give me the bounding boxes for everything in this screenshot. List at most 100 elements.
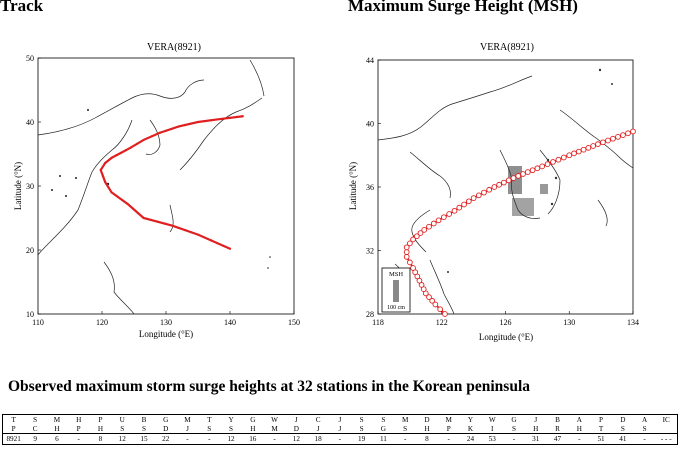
track-track-point [241, 115, 244, 118]
station-code-bottom: S [503, 424, 525, 434]
msh-x-tick-label: 130 [563, 318, 575, 327]
station-code-bottom: S [111, 424, 134, 434]
track-track-point [196, 233, 200, 236]
values-row: 8921 9 6-8 12 15 22- -12 16-12 18-19 11-8-24 53-31… [3, 434, 678, 445]
surge-value: 16 [249, 435, 257, 443]
msh-track-point [571, 150, 577, 157]
surge-value: 22 [162, 435, 170, 443]
msh-track-point [456, 204, 463, 211]
msh-y-tick-label: 40 [366, 120, 374, 129]
track-track-point [196, 120, 200, 124]
station-code-top: U [119, 415, 125, 424]
msh-track-point [442, 311, 448, 317]
track-track-point [136, 142, 139, 145]
track-y-label: Latitude (°N) [13, 162, 23, 210]
station-code-bottom: I [481, 424, 504, 434]
msh-track-point [539, 163, 546, 170]
station-code-bottom: S [633, 424, 656, 434]
station-code-top: P [98, 415, 103, 424]
surge-value: - [208, 435, 211, 443]
msh-track-point [544, 161, 551, 167]
track-track-point [222, 117, 225, 120]
msh-coastline [377, 75, 634, 315]
msh-track-point [403, 254, 410, 260]
station-code-top: J [294, 415, 298, 424]
track-track-point [171, 127, 174, 130]
station-code-bottom: G [372, 424, 395, 434]
track-track-point [131, 207, 135, 210]
station-code-top: A [641, 415, 648, 424]
station-code-bottom: S [394, 424, 417, 434]
msh-track-point [620, 132, 626, 138]
msh-track-point [407, 259, 413, 266]
station-code-top: S [359, 415, 364, 424]
msh-coastal-detail [447, 68, 613, 273]
msh-track-point [429, 297, 436, 304]
msh-track-point [505, 177, 512, 184]
msh-track-point [566, 152, 573, 159]
track-y-tick-label: 30 [26, 182, 34, 191]
track-track-point [110, 156, 113, 159]
station-code-top: W [488, 415, 496, 424]
msh-y-ticks: 28 32 36 40 44 [366, 56, 381, 319]
msh-track-point [435, 217, 442, 224]
header-row-1: T S M H P U B G M T Y G W J C J S S M D M Y W G J B A P D A IC [3, 415, 678, 425]
track-track-point [121, 198, 124, 202]
track-track-point [149, 218, 152, 222]
track-track-point [164, 222, 167, 225]
msh-track-point [610, 135, 616, 142]
msh-track-point [481, 189, 487, 196]
msh-track-point [560, 154, 567, 161]
track-map: VERA(8921) 110 120 130 140 150 10 20 30 40 50 Lo… [13, 42, 300, 339]
track-y-tick-label: 10 [26, 310, 34, 319]
track-x-tick-label: 130 [160, 318, 172, 327]
msh-x-tick-label: 126 [500, 318, 512, 327]
track-track-point [142, 138, 145, 142]
station-code-top: B [141, 415, 147, 424]
surge-value: 51 [597, 435, 605, 443]
station-code-bottom: D [154, 424, 177, 434]
track-track-point [104, 181, 107, 184]
track-x-ticks: 110 120 130 140 150 [32, 311, 300, 327]
track-track-point [164, 129, 168, 132]
surge-value: - [77, 435, 80, 443]
msh-track-point [413, 233, 420, 240]
msh-track-point [441, 214, 447, 221]
station-code-top: M [401, 415, 409, 424]
surge-value: - [338, 435, 342, 443]
station-code-top: P [599, 415, 604, 424]
track-track-point [171, 224, 174, 227]
station-code-bottom: S [611, 424, 634, 434]
track-track-point [216, 241, 219, 245]
track-track-point [209, 239, 212, 242]
track-map-title: VERA(8921) [147, 42, 201, 53]
station-code-bottom: M [263, 424, 286, 434]
track-map-frame [37, 57, 295, 315]
track-heading: Track [0, 0, 44, 15]
surge-value: 9 [33, 435, 37, 443]
station-code-top: D [424, 415, 430, 424]
track-track-point [216, 118, 219, 121]
surge-value: 11 [379, 435, 387, 443]
station-code-bottom: H [241, 424, 264, 434]
track-track-point [137, 212, 140, 215]
msh-track-point [407, 240, 413, 247]
surge-value-extra: - [667, 435, 672, 443]
msh-track-point [430, 220, 437, 227]
track-track-point [209, 119, 212, 122]
surge-value: - [643, 435, 646, 443]
station-code-top: H [76, 415, 82, 424]
msh-track-point [520, 171, 526, 177]
track-x-tick-label: 150 [288, 318, 300, 327]
msh-track-point [615, 134, 621, 140]
msh-legend-bar [393, 280, 399, 302]
station-code-top: T [207, 415, 212, 424]
msh-track-point [465, 198, 472, 205]
station-code-top: Y [467, 415, 474, 424]
msh-track-point [590, 143, 597, 149]
surge-value: 53 [488, 435, 496, 443]
observed-heading: Observed maximum storm surge heights at … [8, 378, 530, 395]
track-islands [51, 109, 271, 269]
msh-track-point [625, 130, 631, 137]
